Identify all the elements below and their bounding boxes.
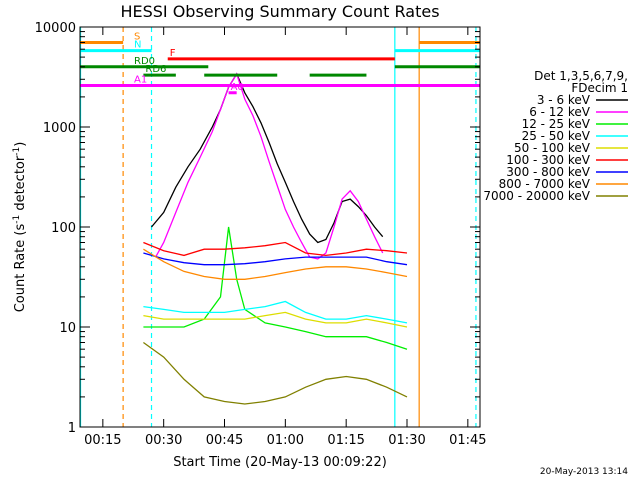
legend-entry-label: 12 - 25 keV — [522, 117, 591, 131]
x-tick-label: 00:45 — [206, 433, 243, 448]
legend-title-line2: FDecim 1 — [571, 81, 628, 95]
legend-title-line1: Det 1,3,5,6,7,9, — [534, 69, 628, 83]
x-tick-label: 00:30 — [145, 433, 182, 448]
x-axis-label: Start Time (20-May-13 00:09:22) — [173, 455, 387, 470]
series-line — [143, 248, 408, 280]
y-tick-label: 10000 — [35, 21, 76, 36]
y-tick-label: 100 — [51, 221, 76, 236]
flag-bar-label: A1 — [134, 75, 147, 86]
flag-bar-label: N — [134, 40, 141, 51]
series-line — [143, 341, 408, 405]
y-axis-label-mid: detector — [13, 155, 28, 215]
chart-title: HESSI Observing Summary Count Rates — [120, 2, 439, 21]
series-line — [143, 300, 408, 324]
x-tick-label: 01:30 — [388, 433, 425, 448]
series-line — [143, 252, 408, 266]
x-axis: 00:15 00:30 00:45 01:00 01:15 01:30 01:45 — [84, 27, 487, 448]
series-layer — [143, 72, 408, 405]
y-axis-label-end: ) — [13, 142, 28, 147]
flag-bar-label: S — [134, 31, 140, 42]
series-line — [143, 226, 408, 350]
flag-bar-label: RD0 — [134, 56, 155, 67]
timestamp: 20-May-2013 13:14 — [540, 467, 628, 477]
series-line — [143, 241, 408, 257]
legend-entry-label: 100 - 300 keV — [506, 153, 590, 167]
x-tick-label: 01:00 — [267, 433, 304, 448]
y-tick-label: 10 — [59, 321, 76, 336]
y-axis-label-sup2: -1 — [12, 147, 22, 156]
y-axis-label-part: Count Rate (s — [13, 224, 28, 313]
y-tick-label: 1 — [68, 421, 76, 436]
legend-entry-label: 300 - 800 keV — [506, 165, 590, 179]
series-line — [143, 311, 408, 328]
legend-entry-label: 50 - 100 keV — [514, 141, 591, 155]
x-tick-label: 00:15 — [84, 433, 121, 448]
flag-bar-label: A0 — [231, 82, 244, 93]
flag-bar-label: RD6 — [145, 64, 166, 75]
y-tick-label: 1000 — [43, 121, 76, 136]
y-axis: 1 10 100 1000 10000 — [35, 21, 480, 436]
series-line — [151, 72, 384, 244]
x-tick-label: 01:45 — [449, 433, 486, 448]
y-axis-label-sup1: -1 — [12, 215, 22, 224]
legend-entry-label: 7000 - 20000 keV — [483, 189, 590, 203]
series-line — [155, 72, 384, 260]
x-tick-label: 01:15 — [327, 433, 364, 448]
legend-entry-label: 6 - 12 keV — [529, 105, 591, 119]
legend-entry-label: 800 - 7000 keV — [499, 177, 591, 191]
legend-entry-label: 3 - 6 keV — [537, 93, 591, 107]
flag-bar-label: F — [170, 48, 176, 59]
legend-entry-label: 25 - 50 keV — [522, 129, 591, 143]
y-axis-label: Count Rate (s-1 detector-1) — [12, 142, 28, 313]
